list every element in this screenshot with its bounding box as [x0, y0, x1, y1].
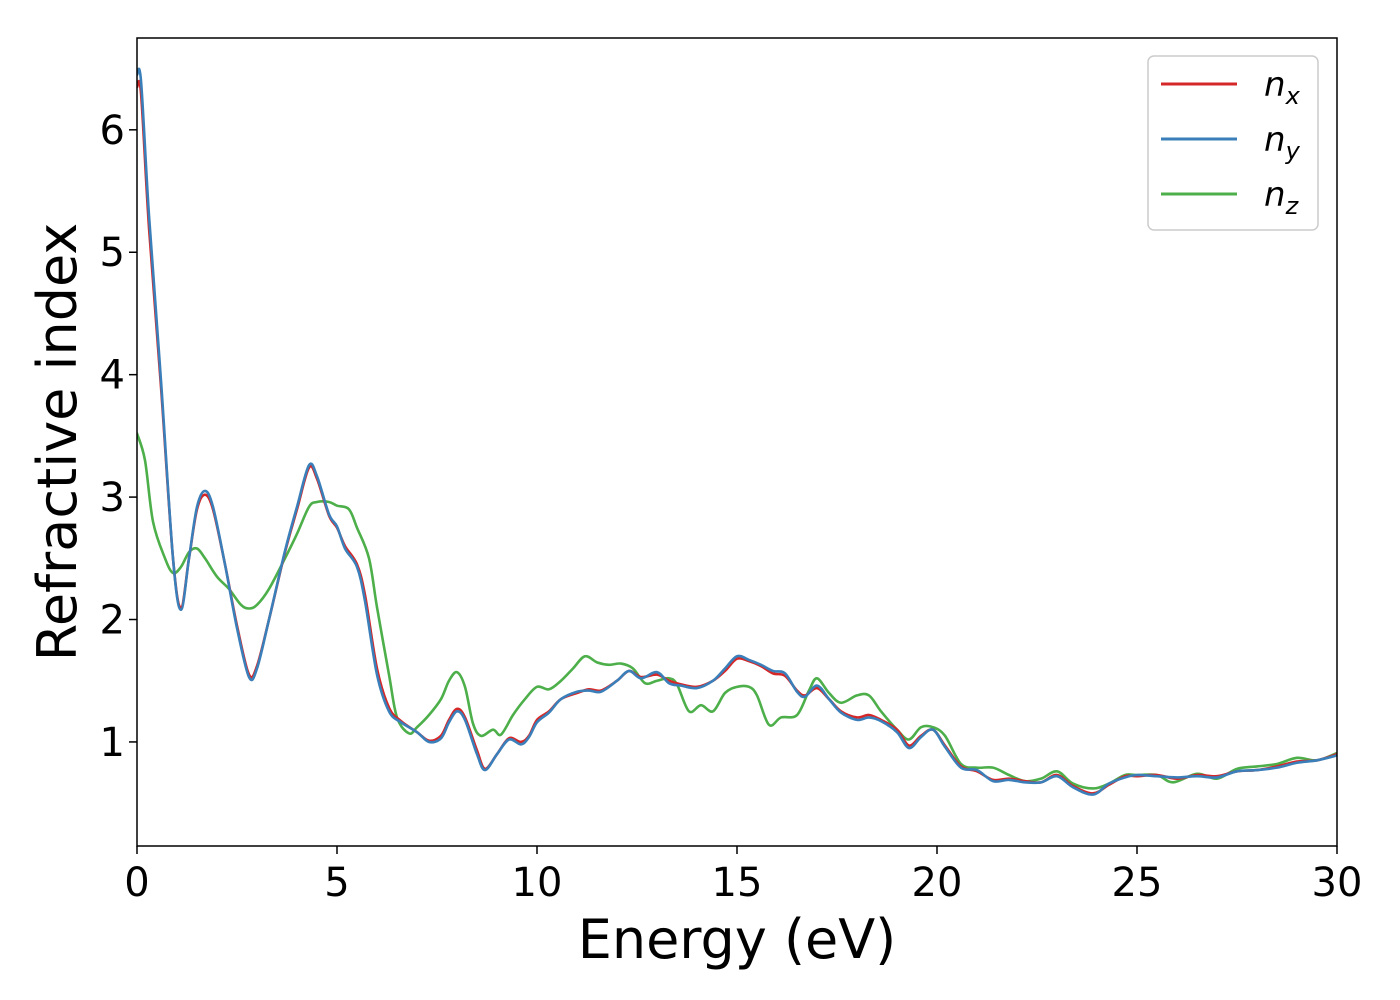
y-tick-label: 2: [100, 598, 125, 644]
series-line-n-z: [137, 432, 1337, 790]
x-tick-label: 0: [124, 860, 149, 906]
x-tick-label: 5: [324, 860, 349, 906]
legend-label-n-x: nx: [1264, 65, 1301, 110]
y-axis: 1 2 3 4 5 6: [100, 108, 137, 766]
x-tick-label: 30: [1312, 860, 1363, 906]
x-tick-label: 25: [1112, 860, 1163, 906]
y-axis-title: Refractive index: [26, 223, 89, 662]
y-tick-label: 4: [100, 353, 125, 399]
legend-label-n-z: nz: [1264, 175, 1300, 220]
y-tick-label: 1: [100, 720, 125, 766]
y-tick-label: 6: [100, 108, 125, 154]
x-tick-label: 15: [712, 860, 763, 906]
series-layer: [137, 67, 1337, 796]
x-tick-label: 10: [512, 860, 563, 906]
series-line-n-y: [137, 67, 1337, 796]
legend: nx ny nz: [1147, 55, 1319, 231]
x-axis: 0 5 10 15 20 25 30: [124, 846, 1362, 906]
y-tick-label: 5: [100, 230, 125, 276]
x-axis-title: Energy (eV): [578, 908, 897, 971]
x-tick-label: 20: [912, 860, 963, 906]
plot-background: [137, 38, 1337, 846]
legend-label-n-y: ny: [1264, 120, 1301, 165]
legend-box: [1147, 55, 1319, 231]
y-tick-label: 3: [100, 475, 125, 521]
